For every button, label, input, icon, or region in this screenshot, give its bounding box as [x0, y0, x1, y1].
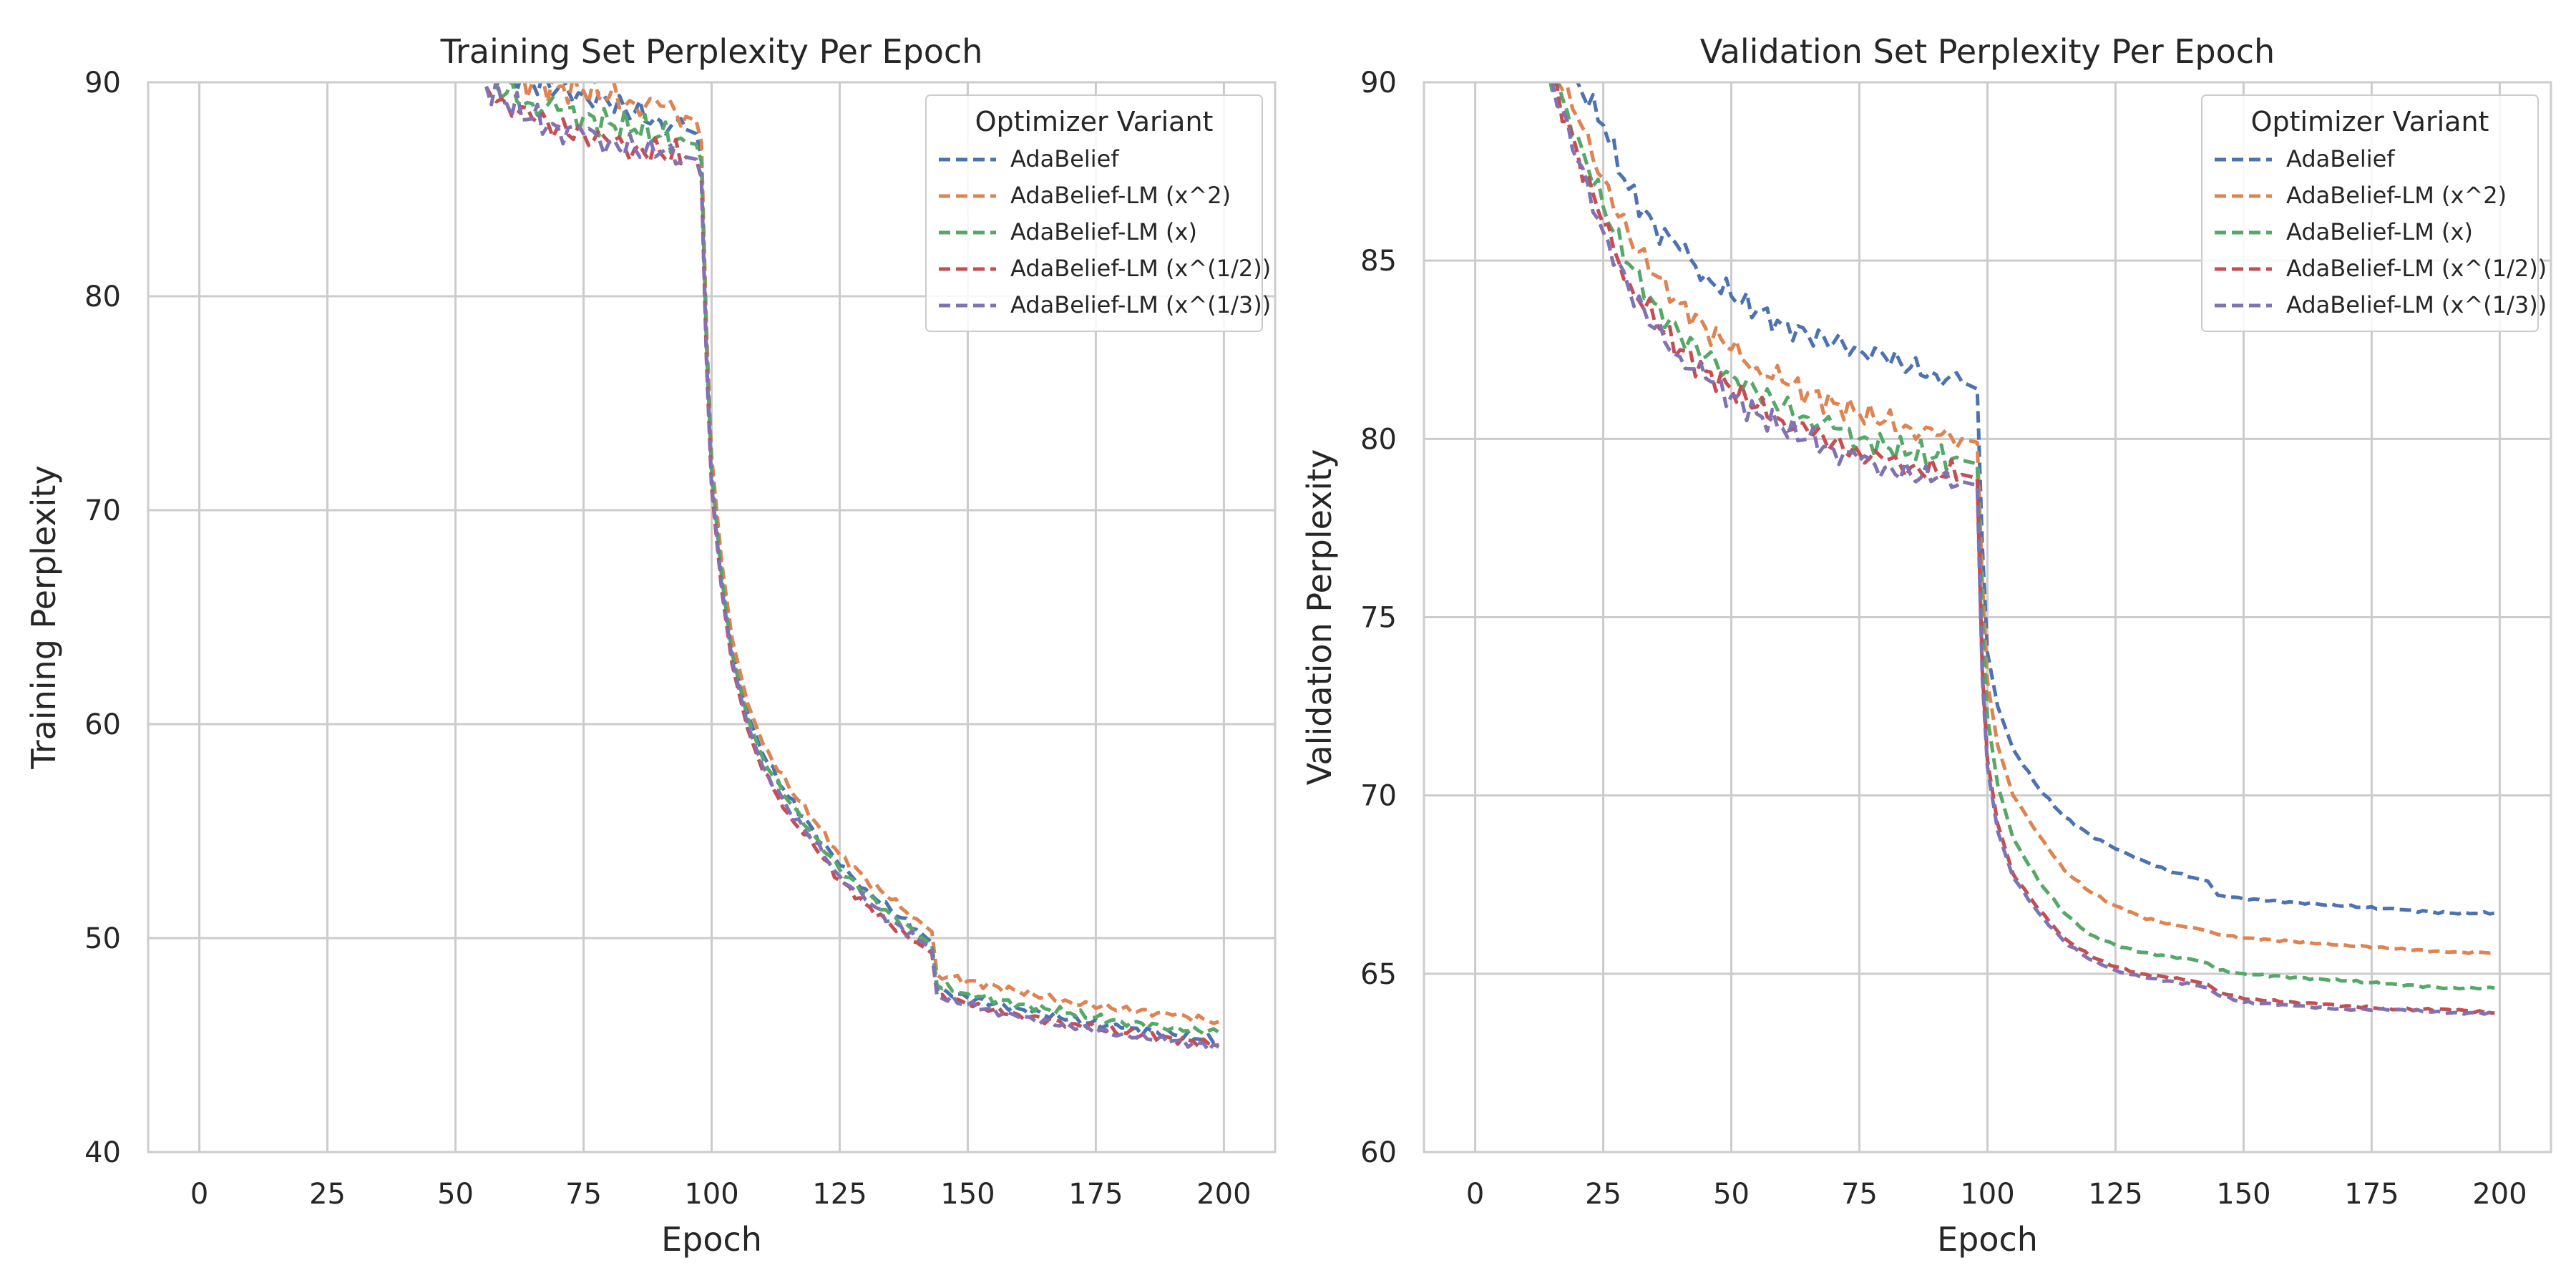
legend-label: AdaBelief-LM (x^2) [2286, 182, 2507, 209]
legend: Optimizer Variant AdaBelief AdaBelief-LM … [2201, 94, 2547, 332]
series-line-adabelief-lm-x [486, 82, 1220, 1035]
legend-entry-adabelief-lm-x-1-3: AdaBelief-LM (x^(1/3)) [939, 291, 1271, 318]
y-tick-label: 40 [84, 1136, 121, 1169]
legend-label: AdaBelief-LM (x^(1/3)) [1010, 291, 1271, 318]
y-tick-label: 70 [1360, 780, 1397, 813]
x-tick-label: 25 [1585, 1178, 1621, 1211]
series-line-adabelief-lm-x-1-2 [1553, 82, 2495, 1015]
y-tick-labels: 60 65 70 75 80 85 90 [1360, 67, 1397, 1169]
legend-label: AdaBelief-LM (x^(1/2)) [1010, 255, 1271, 282]
legend-entry-adabelief-lm-x-1-2: AdaBelief-LM (x^(1/2)) [939, 255, 1271, 282]
x-tick-label: 25 [309, 1178, 346, 1211]
legend-label: AdaBelief-LM (x^(1/3)) [2286, 291, 2547, 318]
legend-label: AdaBelief-LM (x) [1010, 218, 1197, 245]
y-tick-label: 90 [1360, 67, 1397, 99]
y-axis-label: Validation Perplexity [1300, 449, 1339, 786]
legend-entry-adabelief: AdaBelief [939, 145, 1119, 172]
legend-label: AdaBelief [1010, 145, 1119, 172]
y-tick-label: 50 [84, 922, 121, 955]
chart-title: Validation Set Perplexity Per Epoch [1700, 32, 2275, 71]
legend-entry-adabelief-lm-x: AdaBelief-LM (x) [939, 218, 1197, 245]
legend-box [925, 94, 1263, 332]
x-tick-label: 200 [2472, 1178, 2527, 1211]
legend-label: AdaBelief [2286, 145, 2395, 172]
y-tick-label: 80 [84, 280, 121, 313]
legend-box [2201, 94, 2539, 332]
validation-perplexity-chart: 0 25 50 75 100 125 150 175 200 60 65 70 75 80 85 90 Va… [1300, 32, 2552, 1259]
plot-frame [147, 81, 1277, 1153]
x-tick-label: 75 [565, 1178, 602, 1211]
y-tick-label: 85 [1360, 245, 1397, 278]
x-tick-label: 50 [437, 1178, 474, 1211]
x-tick-label: 100 [684, 1178, 738, 1211]
legend: Optimizer Variant AdaBelief AdaBelief-LM … [925, 94, 1271, 332]
y-tick-label: 90 [84, 67, 121, 99]
x-tick-label: 0 [190, 1178, 208, 1211]
legend-entries: AdaBelief AdaBelief-LM (x^2) AdaBelief-LM … [939, 145, 1271, 318]
legend-title: Optimizer Variant [975, 106, 1214, 137]
series-line-adabelief-lm-x-2 [1555, 82, 2495, 955]
series-line-adabelief-lm-x-1-3 [1550, 82, 2495, 1016]
legend-entry-adabelief: AdaBelief [2215, 145, 2395, 172]
y-tick-label: 65 [1360, 958, 1397, 991]
y-tick-label: 60 [84, 708, 121, 741]
x-tick-label: 150 [940, 1178, 995, 1211]
series-line-adabelief [1575, 82, 2495, 916]
y-tick-label: 75 [1360, 602, 1397, 635]
series-line-adabelief-lm-x-2 [522, 82, 1220, 1025]
y-tick-label: 60 [1360, 1136, 1397, 1169]
legend-entry-adabelief-lm-x-1-3: AdaBelief-LM (x^(1/3)) [2215, 291, 2547, 318]
series-lines [484, 82, 1220, 1053]
x-tick-label: 125 [812, 1178, 867, 1211]
y-tick-label: 80 [1360, 423, 1397, 456]
legend-entry-adabelief-lm-x-2: AdaBelief-LM (x^2) [939, 182, 1231, 209]
legend-label: AdaBelief-LM (x) [2286, 218, 2473, 245]
x-tick-label: 150 [2216, 1178, 2270, 1211]
training-perplexity-chart: 0 25 50 75 100 125 150 175 200 40 50 60 70 80 90 Trai… [24, 32, 1277, 1259]
chart-title: Training Set Perplexity Per Epoch [440, 32, 983, 71]
legend-label: AdaBelief-LM (x^(1/2)) [2286, 255, 2547, 282]
legend-entries: AdaBelief AdaBelief-LM (x^2) AdaBelief-LM … [2215, 145, 2547, 318]
y-axis-label: Training Perplexity [24, 465, 63, 769]
x-tick-label: 100 [1960, 1178, 2014, 1211]
y-tick-label: 70 [84, 494, 121, 527]
x-tick-label: 200 [1196, 1178, 1251, 1211]
x-axis-label: Epoch [1937, 1220, 2038, 1259]
legend-label: AdaBelief-LM (x^2) [1010, 182, 1231, 209]
plot-frame [1423, 81, 2552, 1153]
series-line-adabelief [493, 82, 1220, 1045]
series-line-adabelief-lm-x-1-3 [484, 82, 1220, 1053]
x-tick-label: 50 [1713, 1178, 1750, 1211]
x-tick-label: 175 [2344, 1178, 2399, 1211]
y-tick-labels: 40 50 60 70 80 90 [84, 67, 121, 1169]
x-tick-labels: 0 25 50 75 100 125 150 175 200 [190, 1178, 1252, 1211]
x-tick-label: 175 [1068, 1178, 1123, 1211]
x-tick-labels: 0 25 50 75 100 125 150 175 200 [1466, 1178, 2527, 1211]
legend-entry-adabelief-lm-x: AdaBelief-LM (x) [2215, 218, 2473, 245]
x-tick-label: 125 [2088, 1178, 2142, 1211]
series-line-adabelief-lm-x [1548, 82, 2495, 991]
series-lines [1548, 82, 2495, 1016]
legend-entry-adabelief-lm-x-1-2: AdaBelief-LM (x^(1/2)) [2215, 255, 2547, 282]
legend-entry-adabelief-lm-x-2: AdaBelief-LM (x^2) [2215, 182, 2507, 209]
legend-title: Optimizer Variant [2251, 106, 2489, 137]
x-tick-label: 0 [1466, 1178, 1484, 1211]
x-tick-label: 75 [1841, 1178, 1878, 1211]
x-axis-label: Epoch [661, 1220, 762, 1259]
